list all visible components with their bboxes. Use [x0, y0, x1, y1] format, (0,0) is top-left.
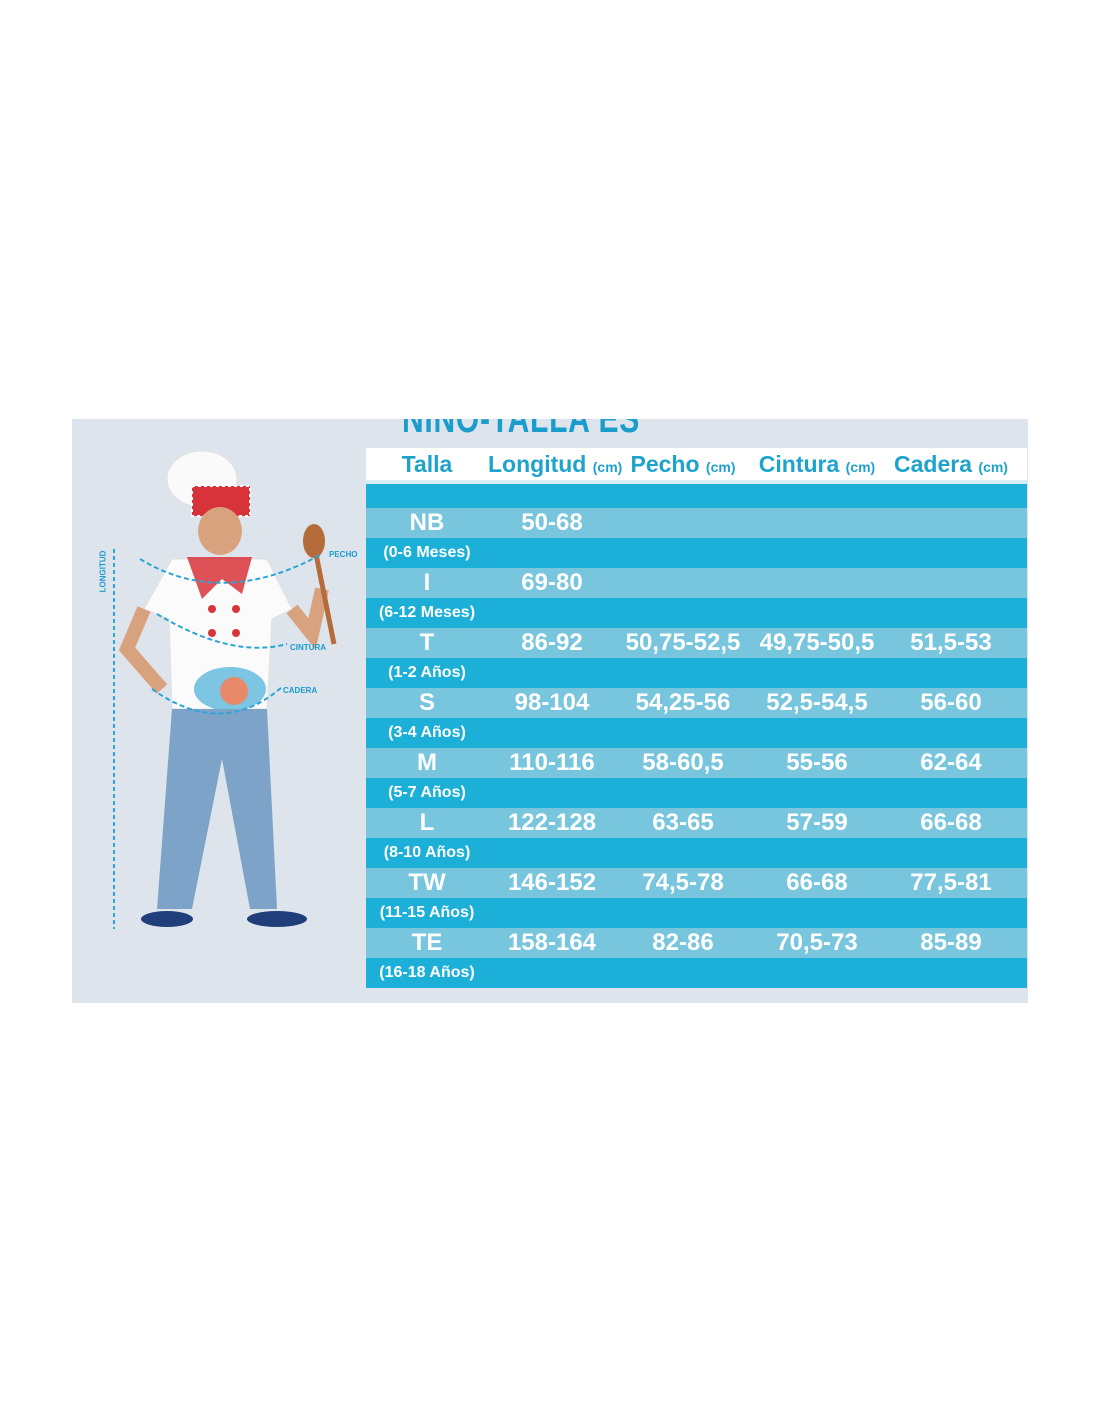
- table-row: L 122-128 63-65 57-59 66-68: [366, 808, 1027, 838]
- cell-age: (0-6 Meses): [383, 544, 471, 561]
- cell-cadera: 77,5-81: [910, 869, 992, 896]
- table-row-age: (8-10 Años): [366, 838, 1027, 868]
- column-header-talla: Talla: [366, 451, 488, 478]
- cell-longitud: 158-164: [507, 929, 597, 956]
- cell-longitud: 98-104: [514, 689, 590, 716]
- table-row-age: (16-18 Años): [366, 958, 1027, 988]
- table-row-age: (3-4 Años): [366, 718, 1027, 748]
- table-row-age: (1-2 Años): [366, 658, 1027, 688]
- cell-age: (1-2 Años): [388, 664, 466, 681]
- table-row-age: (5-7 Años): [366, 778, 1027, 808]
- cell-longitud: 122-128: [507, 809, 597, 836]
- cell-cintura: 55-56: [786, 749, 848, 776]
- table-row: S 98-104 54,25-56 52,5-54,5 56-60: [366, 688, 1027, 718]
- cell-pecho: 54,25-56: [635, 689, 731, 716]
- cell-size: S: [418, 689, 435, 716]
- cell-size: M: [417, 749, 437, 776]
- length-label: LONGITUD: [98, 550, 108, 593]
- cell-cadera: 66-68: [920, 809, 982, 836]
- column-header-label: Cadera: [894, 450, 973, 477]
- column-header-longitud: Longitud (cm): [488, 450, 622, 478]
- cell-cintura: 70,5-73: [776, 929, 858, 956]
- size-table: Talla Longitud (cm) Pecho (cm) Cintura (cm)…: [366, 448, 1027, 988]
- cell-longitud: 69-80: [521, 569, 583, 596]
- cell-age: (3-4 Años): [388, 724, 466, 741]
- cell-pecho: 74,5-78: [642, 869, 724, 896]
- table-row-age: (11-15 Años): [366, 898, 1027, 928]
- column-header-label: Cintura: [758, 450, 840, 477]
- chest-label: PECHO: [329, 550, 358, 559]
- cell-age: (5-7 Años): [388, 784, 466, 801]
- cell-pecho: 63-65: [652, 809, 714, 836]
- table-row-age: (6-12 Meses): [366, 598, 1027, 628]
- cell-cintura: 66-68: [786, 869, 848, 896]
- table-row: I 69-80: [366, 568, 1027, 598]
- header-divider: [366, 480, 1027, 484]
- cell-size: TE: [411, 929, 443, 956]
- cell-size: L: [419, 809, 435, 836]
- column-header-label: Pecho: [630, 450, 700, 477]
- cell-age: (8-10 Años): [383, 844, 471, 861]
- cell-cadera: 85-89: [920, 929, 982, 956]
- table-row: TE 158-164 82-86 70,5-73 85-89: [366, 928, 1027, 958]
- column-header-unit: (cm): [705, 458, 736, 475]
- cell-longitud: 50-68: [521, 509, 583, 536]
- cell-pecho: 82-86: [652, 929, 714, 956]
- column-header-cintura: Cintura (cm): [750, 451, 884, 478]
- child-chef-costume-image: [113, 450, 337, 929]
- column-header-unit: (cm): [978, 458, 1008, 475]
- cell-age: (16-18 Años): [379, 964, 475, 981]
- cell-age: (6-12 Meses): [378, 604, 476, 621]
- column-header-label: Talla: [401, 450, 453, 477]
- column-header-cadera: Cadera (cm): [884, 451, 1018, 478]
- table-row: NB 50-68: [366, 508, 1027, 538]
- table-header-row: Talla Longitud (cm) Pecho (cm) Cintura (cm)…: [366, 448, 1027, 480]
- table-row: M 110-116 58-60,5 55-56 62-64: [366, 748, 1027, 778]
- table-row: TW 146-152 74,5-78 66-68 77,5-81: [366, 868, 1027, 898]
- cell-cadera: 56-60: [920, 689, 982, 716]
- cell-longitud: 146-152: [507, 869, 597, 896]
- table-row: T 86-92 50,75-52,5 49,75-50,5 51,5-53: [366, 628, 1027, 658]
- cell-cadera: 51,5-53: [910, 629, 992, 656]
- column-header-unit: (cm): [592, 458, 623, 475]
- column-header-label: Longitud: [488, 450, 587, 477]
- size-chart-panel: NIÑO-TALLA ES LONGITUD PECHO CINTURA CAD: [72, 419, 1028, 1003]
- cell-cintura: 49,75-50,5: [759, 629, 875, 656]
- column-header-pecho: Pecho (cm): [616, 451, 750, 478]
- cell-size: T: [419, 629, 435, 656]
- cell-pecho: 58-60,5: [642, 749, 724, 776]
- cell-age: (11-15 Años): [379, 904, 475, 921]
- cell-cintura: 57-59: [786, 809, 848, 836]
- cell-size: I: [423, 569, 431, 596]
- hip-label: CADERA: [283, 686, 318, 695]
- table-spacer-row: [366, 484, 1027, 508]
- chart-title: NIÑO-TALLA ES: [402, 419, 641, 441]
- waist-label: CINTURA: [290, 643, 326, 652]
- cell-pecho: 50,75-52,5: [625, 629, 741, 656]
- cell-longitud: 86-92: [521, 629, 583, 656]
- cell-cintura: 52,5-54,5: [766, 689, 868, 716]
- cell-longitud: 110-116: [509, 749, 595, 776]
- cell-size: NB: [409, 509, 445, 536]
- cell-cadera: 62-64: [920, 749, 982, 776]
- cell-size: TW: [408, 869, 446, 896]
- column-header-unit: (cm): [845, 458, 876, 475]
- table-row-age: (0-6 Meses): [366, 538, 1027, 568]
